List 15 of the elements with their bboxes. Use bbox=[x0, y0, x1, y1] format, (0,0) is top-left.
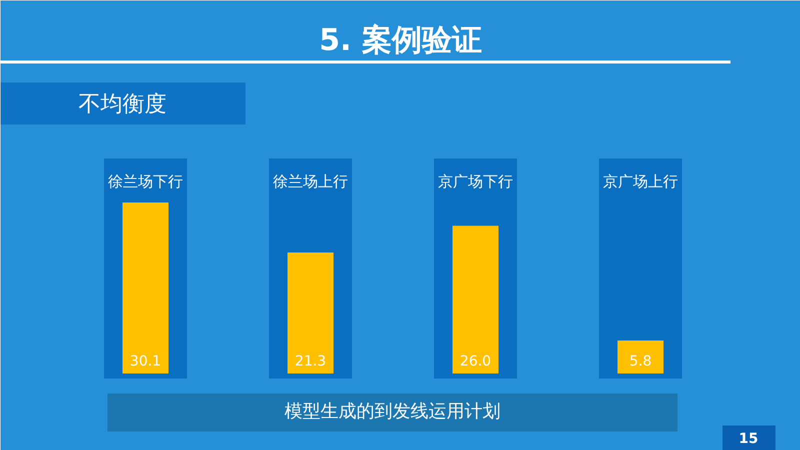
x-tick-label: 京广场下行 bbox=[438, 172, 513, 190]
chart-title: 5. 案例验证 bbox=[319, 23, 482, 58]
x-tick-label: 徐兰场上行 bbox=[273, 172, 348, 190]
bar bbox=[288, 252, 334, 374]
x-tick-label: 徐兰场下行 bbox=[108, 172, 183, 190]
x-axis-title: 模型生成的到发线运用计划 bbox=[284, 401, 500, 422]
x-tick-label: 京广场上行 bbox=[603, 172, 678, 190]
bar bbox=[618, 340, 664, 374]
text: 15 bbox=[738, 431, 758, 447]
chart-subtitle: 不均衡度 bbox=[78, 92, 166, 117]
data-label: 26.0 bbox=[460, 354, 492, 370]
data-label: 30.1 bbox=[130, 354, 162, 370]
data-label: 21.3 bbox=[294, 354, 326, 370]
data-label: 5.8 bbox=[629, 354, 652, 370]
bar bbox=[452, 226, 498, 374]
